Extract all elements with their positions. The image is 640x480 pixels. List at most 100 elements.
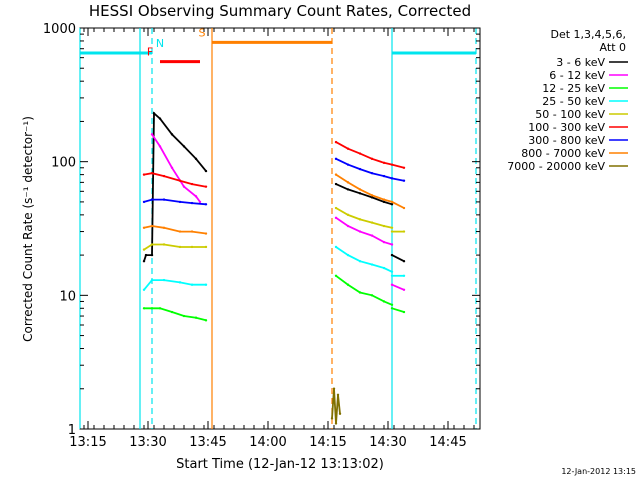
data-point: [150, 198, 154, 201]
data-point: [162, 243, 166, 246]
data-point: [346, 213, 350, 217]
data-point: [334, 140, 338, 144]
series-line: [143, 243, 206, 251]
data-point: [358, 260, 362, 263]
x-axis-label: Start Time (12-Jan-12 13:13:02): [176, 457, 384, 472]
data-point: [382, 300, 386, 303]
data-point: [334, 216, 338, 220]
data-point: [382, 161, 386, 165]
data-point: [190, 245, 194, 249]
data-point: [162, 278, 166, 282]
data-point: [332, 387, 336, 390]
data-point: [382, 224, 386, 228]
data-point: [336, 393, 340, 397]
data-point: [334, 245, 338, 249]
data-point: [142, 200, 146, 204]
data-point: [346, 147, 350, 150]
axes: 13:15 13:30 13:45 14:00 14:15 14:30 14:45 1 10 10…: [43, 22, 480, 450]
data-point: [390, 163, 394, 166]
series-line: [143, 198, 207, 206]
data-point: [402, 179, 406, 182]
data-point: [390, 253, 394, 257]
data-point: [198, 200, 202, 204]
y-axis-label: Corrected Count Rate (s⁻¹ detector⁻¹): [21, 116, 35, 342]
data-point: [334, 274, 338, 278]
data-point: [402, 310, 406, 314]
data-point: [334, 157, 338, 161]
data-point: [346, 224, 350, 228]
data-point: [402, 166, 406, 169]
flag-label: F: [147, 46, 153, 59]
data-point: [334, 182, 338, 186]
data-point: [142, 226, 146, 230]
series-line: [391, 254, 405, 263]
data-point: [182, 314, 186, 318]
data-point: [170, 133, 174, 136]
y-tick-label: 100: [51, 156, 76, 171]
data-point: [152, 112, 156, 115]
data-point: [190, 201, 194, 205]
data-point: [150, 171, 154, 175]
data-point: [178, 245, 182, 249]
data-point: [370, 157, 374, 161]
data-point: [190, 230, 194, 233]
data-point: [346, 188, 350, 191]
data-point: [204, 203, 208, 206]
data-point: [382, 240, 386, 244]
data-point: [390, 270, 394, 273]
data-point: [330, 417, 334, 420]
y-tick-label: 10: [59, 289, 76, 304]
data-point: [150, 133, 154, 136]
data-point: [390, 307, 394, 310]
data-point: [162, 226, 166, 230]
data-point: [204, 185, 208, 188]
data-point: [390, 203, 394, 206]
data-point: [402, 274, 406, 278]
data-point: [142, 260, 146, 263]
data-point: [358, 291, 362, 294]
data-point: [150, 307, 154, 310]
data-point: [390, 226, 394, 230]
data-point: [204, 232, 208, 235]
series-line: [143, 279, 206, 291]
series-line: [151, 133, 201, 203]
x-tick-label: 14:00: [249, 435, 286, 450]
data-point: [142, 248, 146, 251]
series-line: [335, 207, 393, 229]
legend-label: 12 - 25 keV: [542, 82, 605, 95]
data-point: [346, 283, 350, 286]
data-point: [390, 177, 394, 180]
x-tick-label: 13:15: [69, 435, 106, 450]
legend-label: 100 - 300 keV: [528, 121, 605, 134]
data-point: [150, 253, 154, 257]
data-point: [178, 281, 182, 284]
data-point: [358, 192, 362, 195]
chart-title: HESSI Observing Summary Count Rates, Cor…: [89, 2, 471, 20]
data-point: [190, 283, 194, 286]
data-point: [358, 188, 362, 191]
data-point: [346, 181, 350, 184]
data-point: [334, 173, 338, 176]
series-line: [335, 275, 393, 306]
data-point: [402, 288, 406, 292]
data-point: [358, 218, 362, 221]
legend-title: Att 0: [600, 41, 626, 54]
data-point: [178, 230, 182, 233]
legend-label: 25 - 50 keV: [542, 95, 605, 108]
data-point: [338, 412, 342, 415]
data-point: [178, 179, 182, 182]
series-line: [335, 157, 405, 182]
data-point: [142, 173, 146, 176]
data-point: [190, 182, 194, 186]
data-point: [334, 206, 338, 210]
flag-bars: NF S: [80, 26, 476, 64]
data-point: [358, 167, 362, 171]
data-point: [390, 200, 394, 204]
series-line: [335, 183, 393, 206]
data-point: [170, 166, 174, 169]
timestamp: 12-Jan-2012 13:15: [561, 467, 636, 476]
data-point: [382, 174, 386, 178]
legend-label: 7000 - 20000 keV: [507, 160, 605, 173]
data-point: [182, 145, 186, 148]
